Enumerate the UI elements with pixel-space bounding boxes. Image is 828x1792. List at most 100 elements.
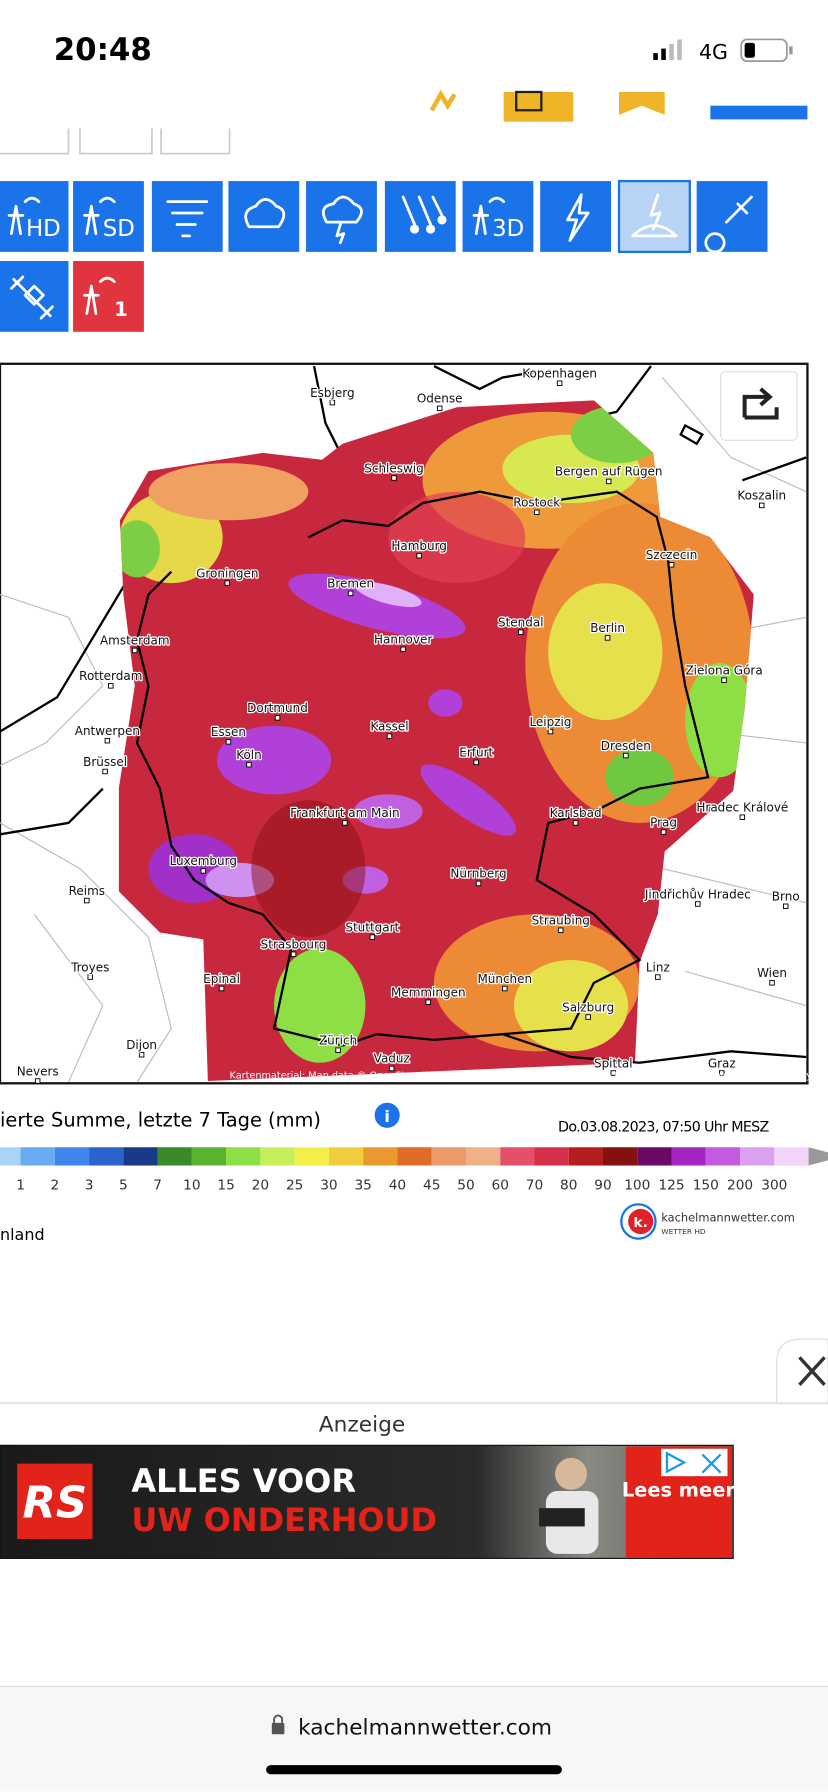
- legend-swatch: [123, 1147, 158, 1166]
- tool-button[interactable]: [540, 181, 612, 252]
- logo-tagline: WETTER HD: [661, 1227, 706, 1236]
- city-label: Dijon: [126, 1038, 157, 1052]
- nav-tab[interactable]: [710, 105, 808, 120]
- ad-cta[interactable]: Lees meer: [622, 1479, 736, 1502]
- city-dot: [623, 752, 629, 759]
- svg-text:i: i: [384, 1107, 389, 1126]
- city-label: Memmingen: [391, 986, 466, 1000]
- city-label: Straubing: [532, 914, 590, 928]
- legend-swatch: [191, 1147, 227, 1166]
- signal-icon: [653, 39, 682, 61]
- tool-tile: [151, 181, 223, 252]
- ad-headline: ALLES VOOR: [131, 1462, 356, 1500]
- city-label: Vaduz: [374, 1052, 410, 1066]
- city-dot: [34, 1078, 41, 1084]
- tool-button[interactable]: [617, 179, 691, 254]
- city-label: Odense: [417, 392, 463, 406]
- tool-glyph: [244, 197, 286, 229]
- city-dot: [224, 580, 231, 586]
- city-dot: [329, 399, 336, 406]
- city-dot: [605, 478, 612, 485]
- legend-swatch: [0, 1147, 21, 1166]
- city-dot: [473, 759, 479, 766]
- legend-swatch: [534, 1147, 569, 1166]
- status-time: 20:48: [54, 32, 152, 68]
- legend-arrow: [808, 1147, 828, 1166]
- legend-tick-label: 200: [727, 1178, 753, 1194]
- legend-swatch: [671, 1147, 706, 1166]
- city-label: Stuttgart: [345, 920, 399, 934]
- city-dot: [547, 728, 554, 735]
- tool-button[interactable]: [384, 181, 456, 252]
- city-dot: [104, 737, 111, 744]
- city-dot: [386, 733, 393, 739]
- city-dot: [290, 951, 297, 957]
- legend-tick-label: 80: [560, 1178, 577, 1194]
- city-dot: [518, 629, 524, 635]
- top-nav: [0, 89, 808, 155]
- tool-glyph: [437, 215, 447, 225]
- city-label: Zielona Góra: [685, 663, 762, 677]
- home-indicator[interactable]: [266, 1765, 562, 1775]
- ad-brand: RS: [22, 1478, 87, 1528]
- city-dot: [585, 1014, 591, 1020]
- city-dot: [347, 590, 354, 597]
- legend-swatch: [397, 1147, 432, 1166]
- tool-glyph: [631, 193, 678, 238]
- nav-tab[interactable]: [619, 91, 665, 115]
- legend-title: ierte Summe, letzte 7 Tage (mm): [0, 1109, 321, 1132]
- share-button[interactable]: [720, 371, 798, 441]
- city-dot: [719, 1070, 725, 1076]
- city-label: Antwerpen: [75, 724, 140, 738]
- legend-swatch: [363, 1147, 398, 1166]
- city-label: Kassel: [370, 719, 408, 733]
- city-dot: [87, 974, 93, 980]
- legend-tick-label: 300: [761, 1178, 787, 1194]
- tool-glyph: [410, 224, 420, 234]
- tool-button[interactable]: [696, 181, 768, 254]
- city-dot: [721, 677, 727, 683]
- logo: k. kachelmannwetter.com WETTER HD: [620, 1203, 795, 1240]
- legend-tick-label: 3: [85, 1178, 94, 1194]
- tool-glyph: [472, 196, 506, 235]
- city-dot: [388, 1065, 395, 1072]
- city-dot: [246, 761, 252, 768]
- city-label: Hradec Králové: [696, 800, 788, 814]
- tool-button[interactable]: [228, 181, 300, 252]
- city-dot: [132, 647, 138, 654]
- city-label: Dresden: [601, 739, 651, 753]
- tool-tile: [617, 179, 691, 254]
- legend-tick-label: 90: [594, 1178, 611, 1194]
- city-dot: [200, 868, 207, 874]
- city-dot: [102, 768, 108, 775]
- url[interactable]: kachelmannwetter.com: [298, 1715, 552, 1740]
- city-label: Epinal: [203, 972, 240, 986]
- legend-tick-label: 30: [320, 1178, 337, 1194]
- tool-button[interactable]: HD: [0, 181, 69, 252]
- nav-tab[interactable]: [503, 91, 574, 122]
- tool-button[interactable]: [306, 181, 377, 252]
- tool-button[interactable]: SD: [73, 181, 144, 252]
- info-icon[interactable]: i: [374, 1102, 400, 1128]
- region-label: nland: [0, 1225, 45, 1244]
- city-label: Strasbourg: [261, 938, 327, 952]
- city-dot: [572, 820, 579, 826]
- tool-tile: [540, 181, 612, 252]
- legend-swatch: [431, 1147, 466, 1166]
- tool-button[interactable]: 3D: [462, 181, 534, 252]
- legend-tick-label: 45: [423, 1178, 440, 1194]
- city-label: Leipzig: [529, 715, 571, 729]
- ad-banner[interactable]: RS ALLES VOOR UW ONDERHOUD Lees meer: [0, 1444, 736, 1559]
- tool-button[interactable]: [0, 261, 69, 332]
- city-label: Rostock: [513, 496, 560, 510]
- tool-glyph: [401, 195, 444, 226]
- close-ad-button[interactable]: [776, 1338, 828, 1404]
- legend-swatch: [226, 1147, 261, 1166]
- city-dot: [556, 380, 563, 386]
- tool-button[interactable]: [151, 181, 223, 252]
- city-dot: [759, 502, 765, 509]
- city-label: Rotterdam: [79, 669, 142, 683]
- tool-button[interactable]: 1: [73, 261, 144, 332]
- city-label: Troyes: [70, 960, 109, 974]
- city-dot: [108, 683, 114, 689]
